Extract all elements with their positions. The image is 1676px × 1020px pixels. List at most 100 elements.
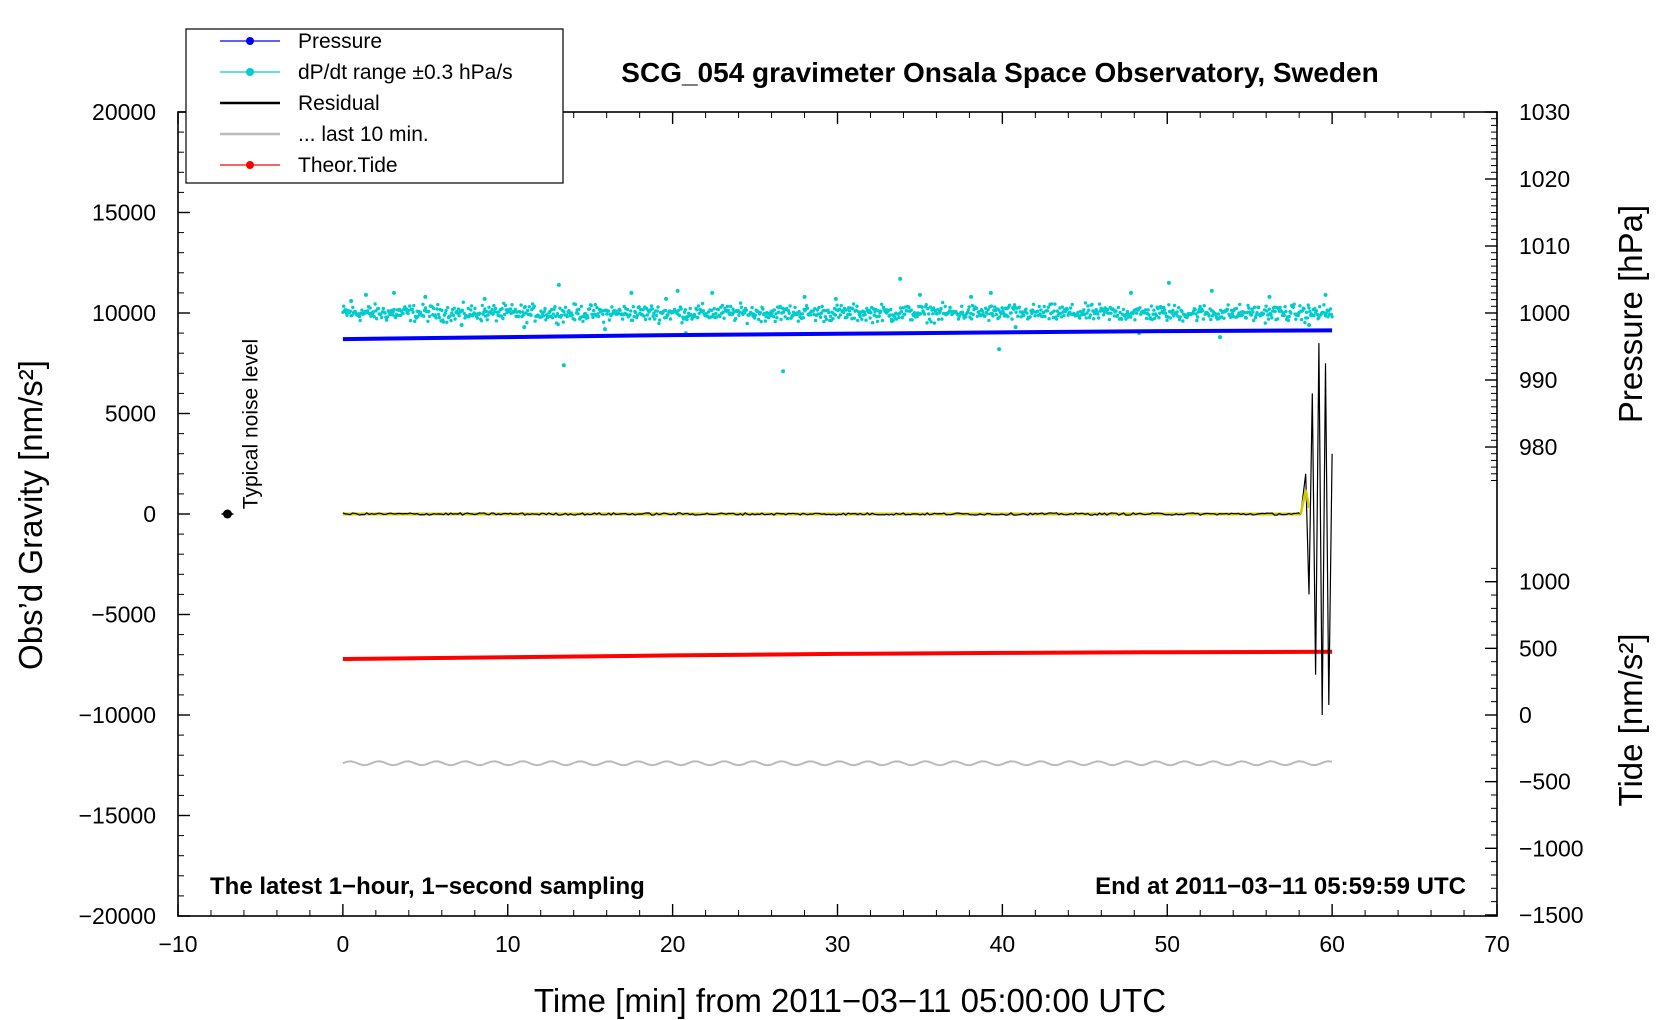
dpdt-point <box>655 309 659 313</box>
dpdt-point <box>456 307 461 311</box>
dpdt-point <box>1037 304 1041 309</box>
dpdt-point <box>570 313 574 317</box>
dpdt-point <box>720 303 725 308</box>
dpdt-outlier-point <box>898 276 903 281</box>
dpdt-point <box>628 313 632 317</box>
dpdt-point <box>823 315 828 319</box>
dpdt-point <box>1114 309 1118 313</box>
dpdt-point <box>781 310 786 314</box>
dpdt-point <box>1106 311 1111 315</box>
dpdt-point <box>730 312 734 317</box>
dpdt-point <box>712 307 716 311</box>
dpdt-point <box>1170 311 1174 315</box>
pressure-tick-label: 990 <box>1519 367 1557 393</box>
dpdt-point <box>758 311 763 315</box>
dpdt-point <box>573 302 578 307</box>
dpdt-point <box>460 308 465 313</box>
dpdt-point <box>1082 308 1086 312</box>
dpdt-point <box>855 304 859 308</box>
dpdt-point <box>927 312 931 316</box>
dpdt-point <box>966 308 970 312</box>
dpdt-point <box>369 314 373 318</box>
dpdt-point <box>551 312 555 316</box>
dpdt-point <box>483 307 487 311</box>
dpdt-point <box>974 306 979 310</box>
dpdt-point <box>775 316 779 320</box>
dpdt-point <box>461 300 465 304</box>
dpdt-point <box>1171 308 1175 313</box>
dpdt-point <box>800 312 805 316</box>
dpdt-point <box>587 307 592 311</box>
dpdt-point <box>839 303 843 308</box>
dpdt-point <box>851 302 856 306</box>
dpdt-point <box>1085 311 1089 315</box>
dpdt-point <box>610 305 614 309</box>
chart-title: SCG_054 gravimeter Onsala Space Observat… <box>621 57 1378 88</box>
dpdt-point <box>941 300 945 305</box>
dpdt-point <box>940 317 944 321</box>
dpdt-point <box>644 317 648 322</box>
dpdt-point <box>376 306 381 311</box>
dpdt-point <box>1202 304 1206 308</box>
dpdt-point <box>679 307 683 311</box>
dpdt-point <box>654 313 659 318</box>
dpdt-point <box>1106 307 1110 312</box>
dpdt-point <box>1225 307 1230 311</box>
dpdt-point <box>685 318 689 322</box>
dpdt-point <box>726 308 730 312</box>
dpdt-point <box>493 306 498 311</box>
dpdt-point <box>739 305 744 309</box>
dpdt-point <box>1144 316 1149 321</box>
dpdt-point <box>351 305 355 310</box>
dpdt-point <box>889 307 893 312</box>
dpdt-point <box>422 314 426 318</box>
dpdt-point <box>546 314 550 319</box>
dpdt-point <box>879 309 883 313</box>
dpdt-point <box>1175 310 1179 314</box>
dpdt-outlier-point <box>988 290 993 295</box>
dpdt-point <box>917 304 921 309</box>
y-axis-tide-title: Tide [nm/s²] <box>1612 634 1649 807</box>
dpdt-point <box>700 301 705 306</box>
dpdt-point <box>939 306 943 311</box>
dpdt-point <box>373 302 377 306</box>
dpdt-point <box>1281 311 1286 315</box>
dpdt-point <box>943 304 947 309</box>
dpdt-point <box>1101 313 1106 317</box>
dpdt-point <box>899 310 904 314</box>
dpdt-point <box>1006 314 1010 319</box>
dpdt-point <box>468 312 472 317</box>
tide-tick-label: 500 <box>1519 635 1557 661</box>
dpdt-point <box>1284 309 1288 314</box>
dpdt-point <box>795 312 800 316</box>
dpdt-point <box>920 305 924 309</box>
dpdt-point <box>1302 307 1306 311</box>
dpdt-point <box>421 302 425 306</box>
dpdt-outlier-point <box>1128 290 1133 295</box>
dpdt-point <box>639 307 643 312</box>
legend-label: Pressure <box>298 30 382 53</box>
dpdt-point <box>380 315 384 320</box>
y-left-tick-label: 5000 <box>105 401 156 427</box>
dpdt-point <box>745 321 749 326</box>
axes-layer: −10 0 10 20 30 40 50 60 7020000150001000050000−5… <box>79 99 1584 957</box>
dpdt-point <box>423 306 428 310</box>
dpdt-point <box>967 305 971 309</box>
dpdt-point <box>1033 314 1037 318</box>
dpdt-point <box>731 307 735 311</box>
dpdt-point <box>1245 310 1249 315</box>
dpdt-point <box>856 310 861 314</box>
dpdt-outlier-point <box>675 288 680 293</box>
dpdt-point <box>701 309 706 313</box>
dpdt-outlier-point <box>1013 325 1018 330</box>
dpdt-point <box>721 310 725 314</box>
dpdt-point <box>1168 316 1173 320</box>
dpdt-point <box>556 322 560 327</box>
dpdt-point <box>1112 314 1117 318</box>
dpdt-point <box>793 305 797 310</box>
dpdt-point <box>1049 302 1054 306</box>
dpdt-point <box>1306 303 1310 307</box>
dpdt-point <box>1252 305 1257 309</box>
dpdt-point <box>997 315 1002 319</box>
dpdt-point <box>1125 309 1130 314</box>
